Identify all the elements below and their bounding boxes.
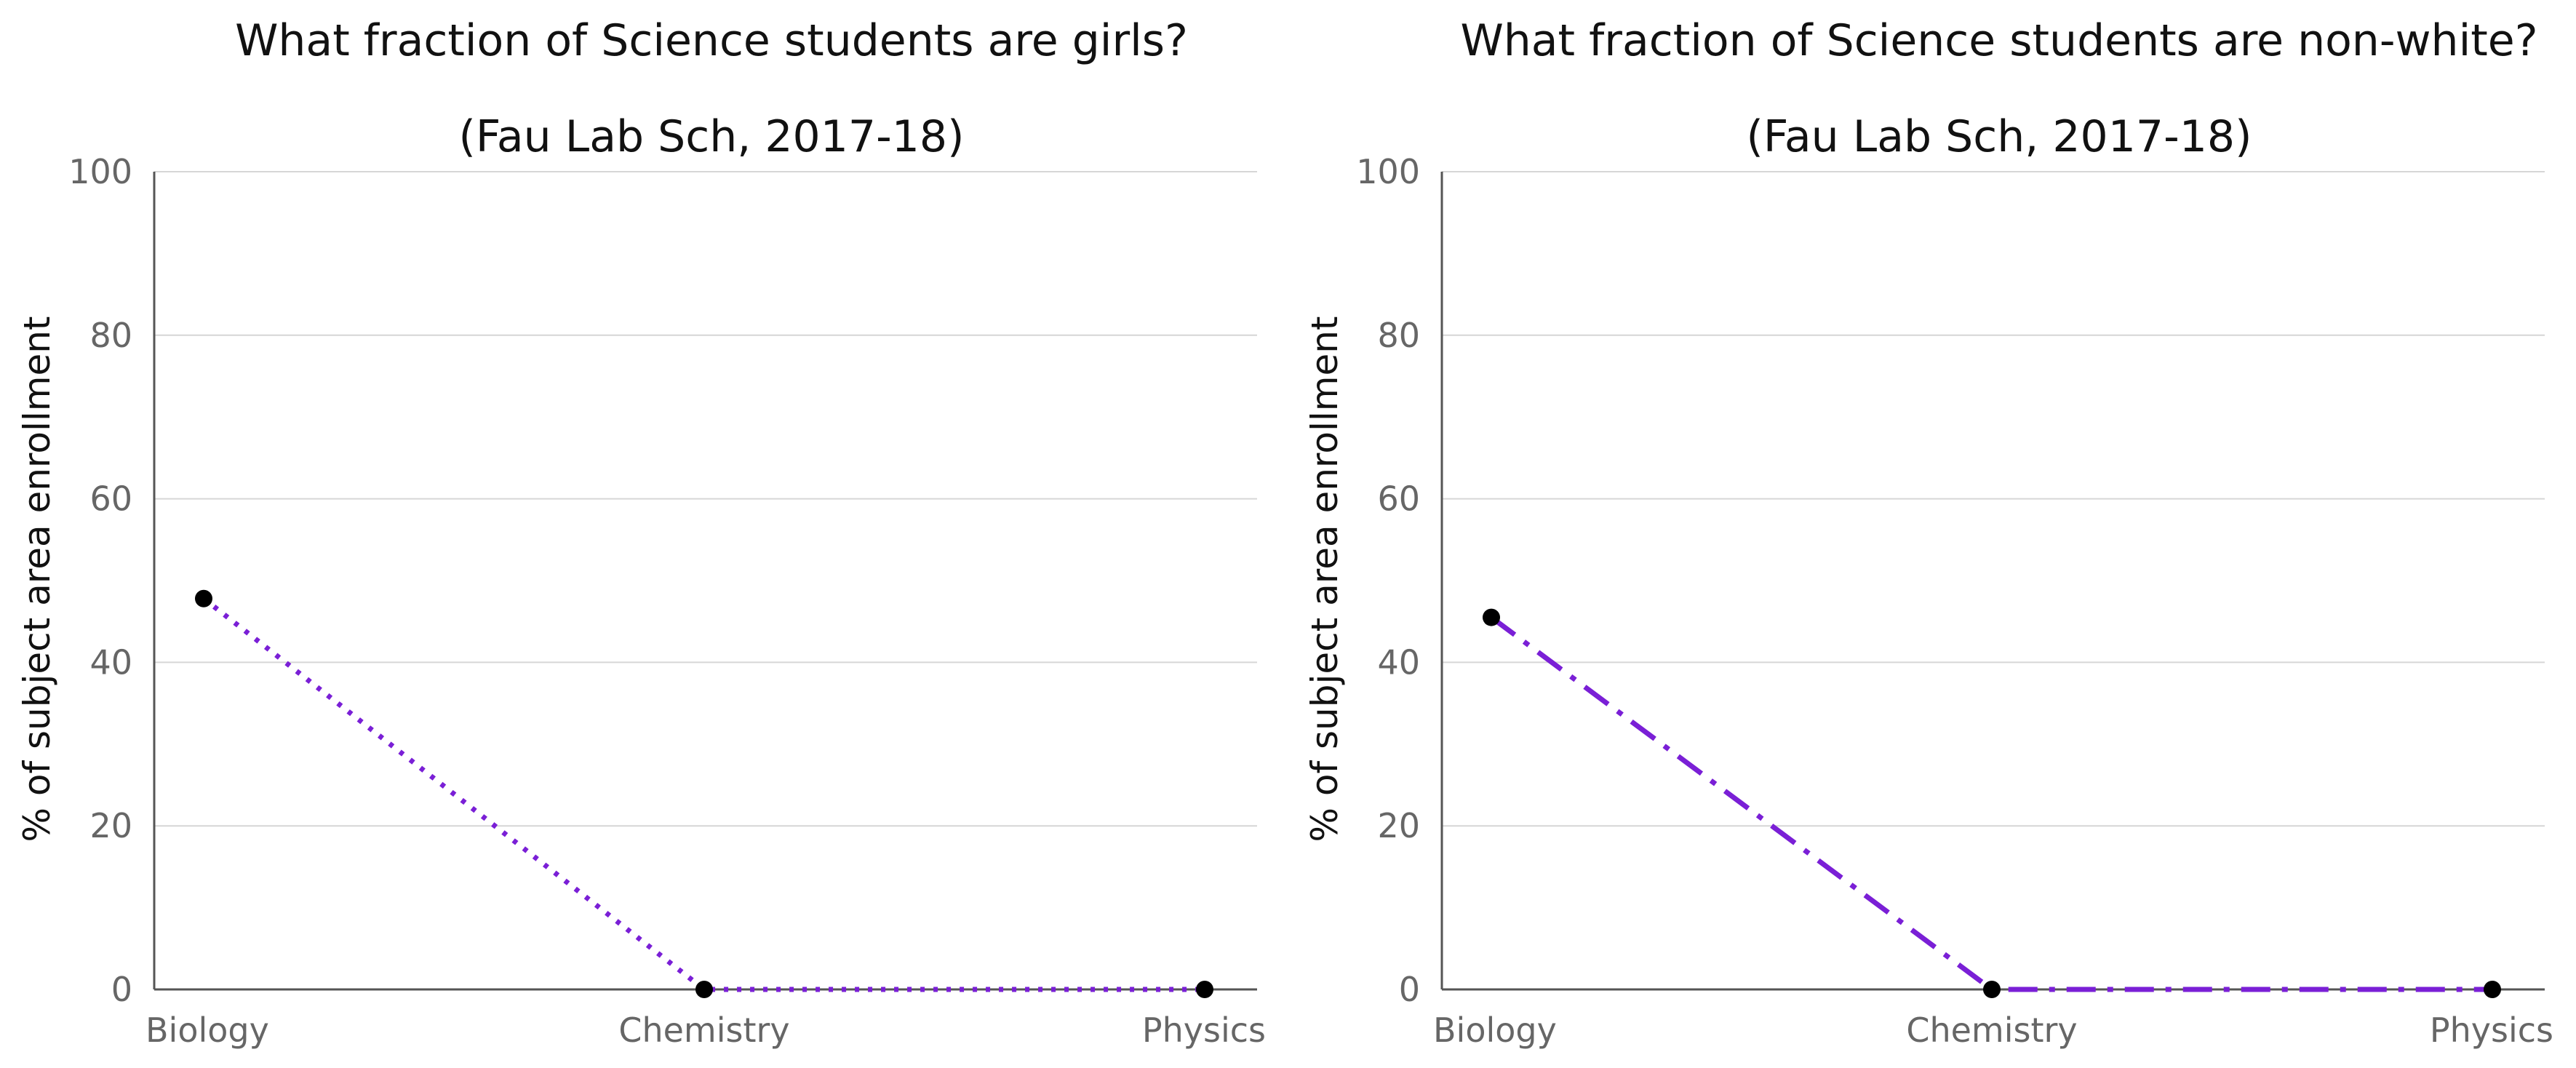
y-tick-label: 0 bbox=[111, 970, 132, 1009]
plot-area: 0 20 40 60 80 100 Biology Chemistry Physics bbox=[68, 152, 1266, 1050]
series-line bbox=[202, 596, 1205, 992]
y-tick-label: 0 bbox=[1399, 970, 1420, 1009]
data-point bbox=[1196, 981, 1213, 998]
plot-area: 0 20 40 60 80 100 Biology Chemistry Physics bbox=[1356, 152, 2553, 1050]
y-tick-label: 100 bbox=[1356, 152, 1420, 191]
x-tick-label: Physics bbox=[1142, 1011, 1266, 1050]
chart-subtitle: (Fau Lab Sch, 2017-18) bbox=[459, 111, 965, 162]
y-tick-label: 20 bbox=[89, 806, 132, 845]
chart-title: What fraction of Science students are gi… bbox=[235, 15, 1188, 66]
chart-panel-nonwhite: What fraction of Science students are no… bbox=[1288, 0, 2575, 1068]
data-point bbox=[2484, 981, 2501, 998]
y-tick-label: 60 bbox=[1377, 479, 1420, 519]
chart-subtitle: (Fau Lab Sch, 2017-18) bbox=[1747, 111, 2252, 162]
y-axis-label: % of subject area enrollment bbox=[16, 316, 58, 842]
y-tick-label: 100 bbox=[68, 152, 132, 191]
x-tick-label: Chemistry bbox=[1906, 1011, 2077, 1050]
y-tick-label: 80 bbox=[89, 316, 132, 355]
y-tick-label: 40 bbox=[89, 642, 132, 682]
chart-nonwhite: What fraction of Science students are no… bbox=[1304, 15, 2553, 1050]
y-tick-label: 20 bbox=[1377, 806, 1420, 845]
y-tick-label: 60 bbox=[89, 479, 132, 519]
chart-panel-girls: What fraction of Science students are gi… bbox=[16, 15, 1266, 1050]
series-line bbox=[1489, 615, 2492, 992]
y-axis-label: % of subject area enrollment bbox=[1304, 316, 1346, 842]
y-tick-label: 40 bbox=[1377, 642, 1420, 682]
y-tick-label: 80 bbox=[1377, 316, 1420, 355]
chart-girls: What fraction of Science students are gi… bbox=[16, 15, 1266, 1050]
data-point bbox=[195, 589, 212, 607]
x-tick-label: Chemistry bbox=[618, 1011, 789, 1050]
chart-title: What fraction of Science students are no… bbox=[1460, 15, 2537, 66]
data-point bbox=[1483, 608, 1500, 626]
x-tick-label: Physics bbox=[2430, 1011, 2553, 1050]
data-point bbox=[1983, 981, 2001, 998]
x-tick-label: Biology bbox=[1433, 1011, 1557, 1050]
data-point bbox=[695, 981, 713, 998]
x-tick-label: Biology bbox=[145, 1011, 269, 1050]
